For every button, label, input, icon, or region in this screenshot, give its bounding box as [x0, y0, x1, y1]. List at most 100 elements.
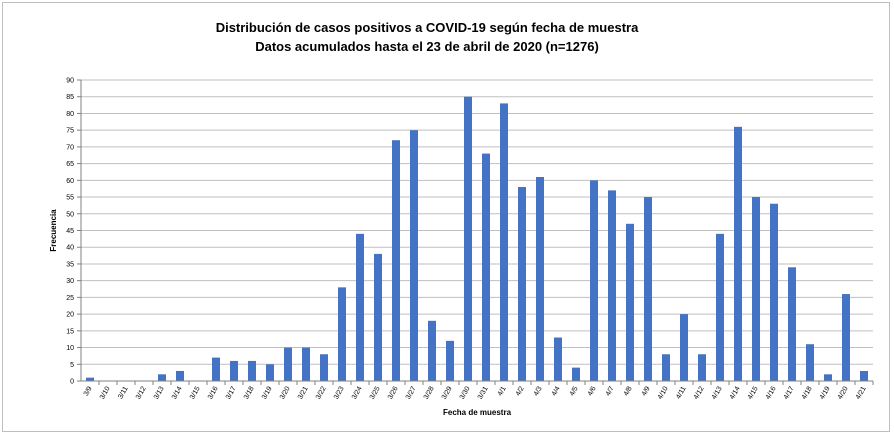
bar	[302, 347, 310, 381]
x-tick-label: 3/31	[477, 385, 490, 400]
x-tick-label: 3/15	[189, 385, 202, 400]
x-tick-label: 4/8	[623, 385, 634, 397]
x-tick-label: 3/24	[351, 385, 364, 400]
bar	[806, 344, 814, 381]
bar	[698, 354, 706, 381]
x-tick-label: 4/2	[515, 385, 526, 397]
y-tick-label: 85	[66, 94, 74, 101]
y-tick-label: 35	[66, 261, 74, 268]
bar	[356, 233, 364, 381]
bar	[176, 370, 184, 381]
bar	[590, 180, 598, 381]
bar	[554, 337, 562, 381]
x-tick-label: 3/21	[297, 385, 310, 400]
x-tick-label: 3/10	[99, 385, 112, 400]
bar	[644, 197, 652, 381]
x-tick-label: 3/16	[207, 385, 220, 400]
bar	[410, 130, 418, 381]
x-tick-label: 3/19	[261, 385, 274, 400]
bar	[500, 103, 508, 382]
x-tick-label: 3/26	[387, 385, 400, 400]
bar	[464, 96, 472, 381]
x-tick-label: 3/9	[83, 385, 94, 397]
x-tick-label: 3/13	[153, 385, 166, 400]
x-tick-label: 4/15	[747, 385, 760, 400]
bar	[158, 374, 166, 381]
x-tick-label: 4/5	[569, 385, 580, 397]
x-tick-label: 4/16	[765, 385, 778, 400]
y-tick-label: 75	[66, 128, 74, 135]
bar	[842, 294, 850, 381]
x-axis-label: Fecha de muestra	[443, 408, 512, 417]
y-tick-label: 40	[66, 245, 74, 252]
x-axis-ticks: 3/9 3/10 3/11 3/12 3/13 3/14 3/15 3/16 3/17 3/18 3…	[83, 381, 874, 401]
x-tick-label: 3/14	[171, 385, 184, 400]
x-tick-label: 3/25	[369, 385, 382, 400]
x-tick-label: 4/11	[675, 385, 688, 400]
chart-title: Distribución de casos positivos a COVID-…	[215, 20, 639, 35]
x-tick-label: 4/10	[657, 385, 670, 400]
bar	[320, 354, 328, 381]
bar	[536, 176, 544, 381]
bar	[284, 347, 292, 381]
bar	[338, 287, 346, 381]
y-tick-label: 25	[66, 295, 74, 302]
bar	[788, 267, 796, 381]
bars	[86, 96, 868, 382]
bar	[482, 153, 490, 381]
y-tick-label: 15	[66, 328, 74, 335]
bar	[572, 367, 580, 381]
y-tick-label: 90	[66, 78, 74, 85]
bar	[212, 357, 220, 381]
x-tick-label: 4/14	[729, 385, 742, 400]
x-tick-label: 3/12	[135, 385, 148, 400]
y-tick-label: 20	[66, 312, 74, 319]
x-tick-label: 4/20	[837, 385, 850, 400]
bar	[752, 197, 760, 381]
x-tick-label: 3/17	[225, 385, 238, 400]
x-tick-label: 4/9	[641, 385, 652, 397]
x-tick-label: 3/28	[423, 385, 436, 400]
y-tick-label: 55	[66, 195, 74, 202]
bar	[374, 253, 382, 381]
chart-subtitle: Datos acumulados hasta el 23 de abril de…	[255, 39, 599, 54]
x-tick-label: 4/12	[693, 385, 706, 400]
y-tick-label: 50	[66, 211, 74, 218]
bar	[608, 190, 616, 381]
bar	[662, 354, 670, 381]
x-tick-label: 4/21	[855, 385, 868, 400]
x-tick-label: 3/23	[333, 385, 346, 400]
x-tick-label: 3/22	[315, 385, 328, 400]
bar	[734, 126, 742, 381]
x-tick-label: 3/20	[279, 385, 292, 400]
x-tick-label: 3/27	[405, 385, 418, 400]
y-tick-label: 0	[70, 379, 74, 386]
bar	[248, 360, 256, 381]
bar	[446, 340, 454, 381]
bar	[770, 203, 778, 381]
y-tick-label: 30	[66, 278, 74, 285]
y-tick-label: 5	[70, 362, 74, 369]
x-tick-label: 3/30	[459, 385, 472, 400]
x-tick-label: 4/19	[819, 385, 832, 400]
bar	[518, 187, 526, 381]
y-tick-label: 45	[66, 228, 74, 235]
bar	[626, 223, 634, 381]
x-tick-label: 4/17	[783, 385, 796, 400]
bar	[266, 364, 274, 381]
bar	[392, 140, 400, 381]
x-tick-label: 4/7	[605, 385, 616, 397]
y-tick-label: 70	[66, 144, 74, 151]
x-tick-label: 4/6	[587, 385, 598, 397]
x-tick-label: 3/11	[117, 385, 130, 400]
bar	[824, 374, 832, 381]
bar	[860, 370, 868, 381]
x-tick-label: 4/1	[497, 385, 508, 397]
bar	[680, 314, 688, 381]
y-axis-ticks: 0 5 10 15 20 25 30 35 40 45 50 55 60 65 70 75 80 85 90	[66, 78, 81, 386]
bar	[428, 320, 436, 381]
bar	[86, 377, 94, 381]
y-tick-label: 60	[66, 178, 74, 185]
bar	[716, 233, 724, 381]
